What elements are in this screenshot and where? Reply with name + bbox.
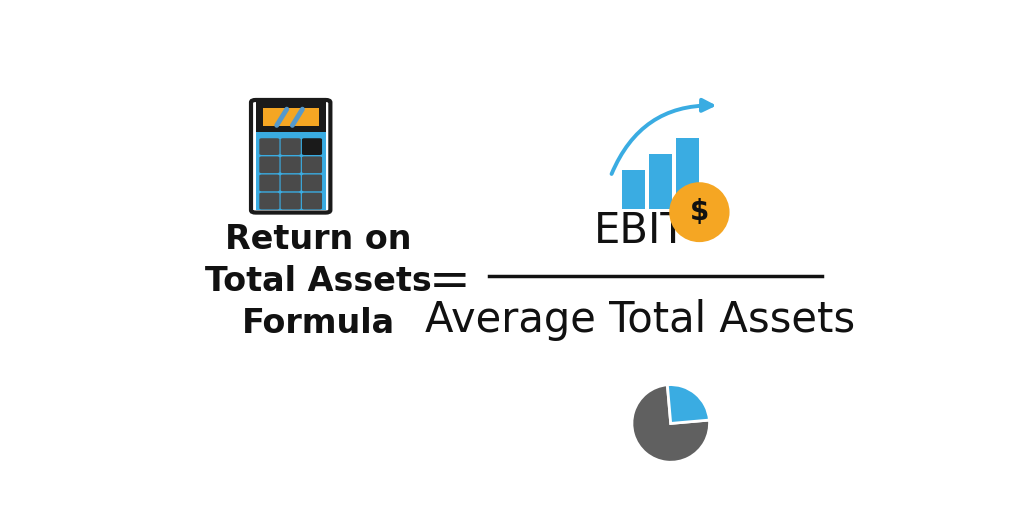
FancyBboxPatch shape xyxy=(263,108,318,126)
Text: =: = xyxy=(428,258,470,306)
FancyBboxPatch shape xyxy=(281,175,301,191)
Bar xyxy=(649,154,672,209)
Text: EBIT: EBIT xyxy=(594,210,686,252)
Ellipse shape xyxy=(670,182,729,242)
FancyBboxPatch shape xyxy=(302,193,323,209)
FancyBboxPatch shape xyxy=(281,156,301,173)
FancyBboxPatch shape xyxy=(256,103,326,132)
FancyBboxPatch shape xyxy=(259,138,280,155)
FancyBboxPatch shape xyxy=(256,132,326,210)
FancyBboxPatch shape xyxy=(259,156,280,173)
FancyBboxPatch shape xyxy=(302,138,323,155)
Wedge shape xyxy=(632,385,710,462)
Bar xyxy=(677,138,698,209)
FancyBboxPatch shape xyxy=(302,156,323,173)
FancyBboxPatch shape xyxy=(259,193,280,209)
FancyBboxPatch shape xyxy=(281,193,301,209)
FancyBboxPatch shape xyxy=(281,138,301,155)
Text: $: $ xyxy=(690,198,709,226)
Text: Average Total Assets: Average Total Assets xyxy=(425,299,855,341)
Wedge shape xyxy=(668,385,710,423)
FancyBboxPatch shape xyxy=(259,175,280,191)
Text: Return on
Total Assets
Formula: Return on Total Assets Formula xyxy=(205,223,432,340)
FancyBboxPatch shape xyxy=(302,175,323,191)
Bar xyxy=(623,170,645,209)
